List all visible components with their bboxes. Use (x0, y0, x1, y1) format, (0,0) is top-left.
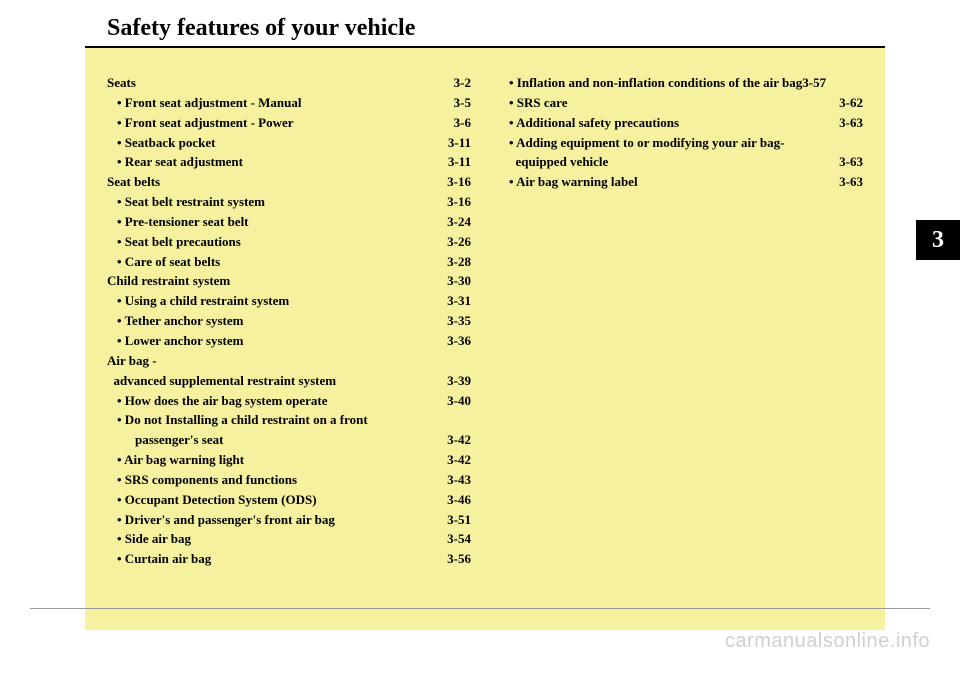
toc-label: • Occupant Detection System (ODS) (117, 491, 317, 510)
toc-label: • Additional safety precautions (509, 114, 679, 133)
toc-line: • Lower anchor system 3-36 (107, 332, 471, 351)
toc-page: 3-42 (447, 431, 471, 450)
toc-line: passenger's seat 3-42 (107, 431, 471, 450)
toc-label: • Seat belt precautions (117, 233, 241, 252)
toc-page: 3-16 (447, 193, 471, 212)
toc-page: 3-28 (447, 253, 471, 272)
toc-line: • Using a child restraint system 3-31 (107, 292, 471, 311)
toc-page: 3-46 (447, 491, 471, 510)
toc-line: • Do not Installing a child restraint on… (107, 411, 471, 430)
toc-label: • Using a child restraint system (117, 292, 289, 311)
toc-label: • Front seat adjustment - Manual (117, 94, 302, 113)
toc-page: 3-56 (447, 550, 471, 569)
toc-page: 3-30 (447, 272, 471, 291)
toc-line: • Pre-tensioner seat belt 3-24 (107, 213, 471, 232)
toc-label: • Adding equipment to or modifying your … (509, 134, 784, 153)
toc-line: • Driver's and passenger's front air bag… (107, 511, 471, 530)
toc-label: • Care of seat belts (117, 253, 220, 272)
toc-label: • Inflation and non-inflation conditions… (509, 74, 802, 93)
toc-page: 3-63 (839, 114, 863, 133)
toc-label: • Curtain air bag (117, 550, 211, 569)
toc-line: • Air bag warning light 3-42 (107, 451, 471, 470)
toc-page: 3-11 (448, 153, 471, 172)
chapter-tab: 3 (916, 220, 960, 260)
toc-page: 3-26 (447, 233, 471, 252)
toc-line: • Curtain air bag 3-56 (107, 550, 471, 569)
toc-page: 3-11 (448, 134, 471, 153)
toc-page: 3-51 (447, 511, 471, 530)
toc-line: • Seatback pocket 3-11 (107, 134, 471, 153)
toc-page: 3-42 (447, 451, 471, 470)
toc-label: • Air bag warning label (509, 173, 638, 192)
toc-line: Seats 3-2 (107, 74, 471, 93)
toc-page: 3-40 (447, 392, 471, 411)
toc-line: • SRS components and functions 3-43 (107, 471, 471, 490)
toc-label: • Lower anchor system (117, 332, 243, 351)
toc-line: • SRS care 3-62 (499, 94, 863, 113)
toc-label: • Seat belt restraint system (117, 193, 265, 212)
toc-page: 3-31 (447, 292, 471, 311)
toc-line: • Tether anchor system 3-35 (107, 312, 471, 331)
footer-rule (30, 608, 930, 609)
toc-page: 3-63 (839, 153, 863, 172)
toc-label: equipped vehicle (509, 153, 608, 172)
toc-line: • Care of seat belts 3-28 (107, 253, 471, 272)
toc-page: 3-35 (447, 312, 471, 331)
toc-label: • Seatback pocket (117, 134, 215, 153)
toc-line: • Rear seat adjustment 3-11 (107, 153, 471, 172)
toc-label: • SRS components and functions (117, 471, 297, 490)
toc-label: passenger's seat (135, 431, 223, 450)
toc-line: • Side air bag 3-54 (107, 530, 471, 549)
chapter-title: Safety features of your vehicle (107, 15, 885, 42)
toc-line: • Occupant Detection System (ODS) 3-46 (107, 491, 471, 510)
toc-line: • Additional safety precautions 3-63 (499, 114, 863, 133)
toc-label: • Tether anchor system (117, 312, 244, 331)
toc-page: 3-5 (454, 94, 471, 113)
toc-line: • Adding equipment to or modifying your … (499, 134, 863, 153)
toc-label: • SRS care (509, 94, 567, 113)
toc-page: 3-39 (447, 372, 471, 391)
toc-label: Air bag - (107, 352, 157, 371)
toc-label: • Do not Installing a child restraint on… (117, 411, 368, 430)
toc-line: • Front seat adjustment - Power 3-6 (107, 114, 471, 133)
toc-line: • How does the air bag system operate 3-4… (107, 392, 471, 411)
toc-page: 3-16 (447, 173, 471, 192)
toc-line: Air bag - (107, 352, 471, 371)
toc-left-column: Seats3-2• Front seat adjustment - Manual… (107, 74, 471, 570)
toc-line: advanced supplemental restraint system 3-… (107, 372, 471, 391)
toc-label: Seat belts (107, 173, 160, 192)
toc-page: 3-24 (447, 213, 471, 232)
toc-content: Seats3-2• Front seat adjustment - Manual… (85, 48, 885, 630)
toc-line: Seat belts 3-16 (107, 173, 471, 192)
toc-line: • Seat belt restraint system 3-16 (107, 193, 471, 212)
toc-page: 3-6 (454, 114, 471, 133)
toc-line: • Air bag warning label 3-63 (499, 173, 863, 192)
toc-line: • Seat belt precautions 3-26 (107, 233, 471, 252)
toc-right-column: • Inflation and non-inflation conditions… (499, 74, 863, 570)
toc-page: 3-43 (447, 471, 471, 490)
toc-page: 3-54 (447, 530, 471, 549)
toc-page: 3-36 (447, 332, 471, 351)
watermark: carmanualsonline.info (725, 630, 930, 653)
toc-line: • Front seat adjustment - Manual 3-5 (107, 94, 471, 113)
toc-label: • Pre-tensioner seat belt (117, 213, 249, 232)
toc-label: Child restraint system (107, 272, 230, 291)
toc-label: Seats (107, 74, 136, 93)
toc-label: • Rear seat adjustment (117, 153, 243, 172)
toc-line: equipped vehicle 3-63 (499, 153, 863, 172)
toc-label: • Front seat adjustment - Power (117, 114, 294, 133)
toc-label: • Driver's and passenger's front air bag (117, 511, 335, 530)
toc-page: 3-63 (839, 173, 863, 192)
toc-page: 3-57 (802, 74, 826, 93)
toc-page: 3-62 (839, 94, 863, 113)
toc-page: 3-2 (454, 74, 471, 93)
toc-label: • Side air bag (117, 530, 191, 549)
toc-label: • Air bag warning light (117, 451, 244, 470)
toc-line: Child restraint system 3-30 (107, 272, 471, 291)
toc-line: • Inflation and non-inflation conditions… (499, 74, 863, 93)
toc-label: • How does the air bag system operate (117, 392, 327, 411)
toc-label: advanced supplemental restraint system (107, 372, 336, 391)
